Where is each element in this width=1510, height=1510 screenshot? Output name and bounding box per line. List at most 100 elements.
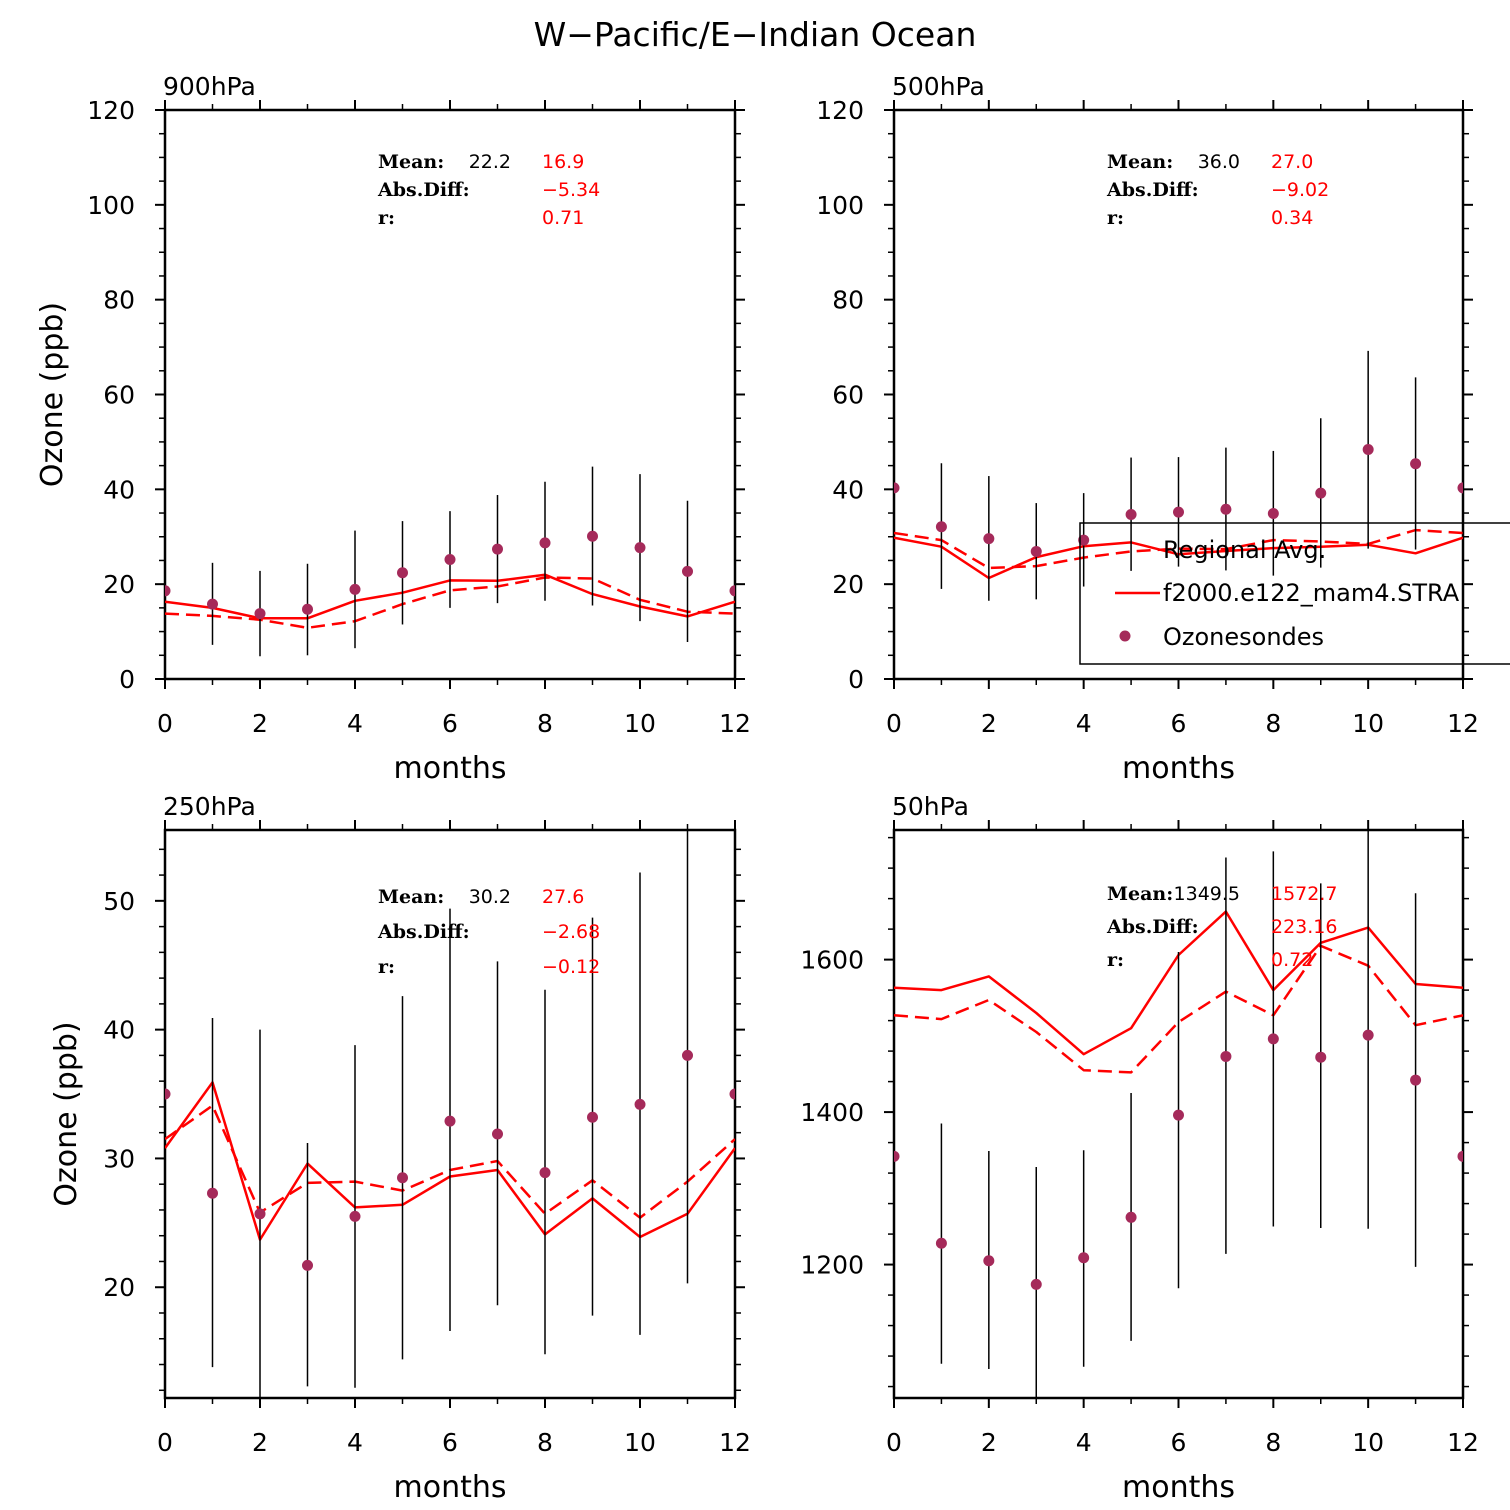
stats-absdiff-label: Abs.Diff: <box>1106 916 1199 938</box>
obs-point <box>935 1237 947 1249</box>
stats-absdiff-value: −9.02 <box>1271 179 1329 201</box>
obs-point <box>983 1255 995 1267</box>
stats-absdiff-label: Abs.Diff: <box>377 921 470 943</box>
obs-point <box>1410 458 1422 470</box>
stats-r-value: −0.12 <box>542 956 600 978</box>
stats-model-mean: 16.9 <box>542 151 584 173</box>
stats-mean-label: Mean: <box>1107 151 1173 173</box>
y-tick-label: 20 <box>832 570 864 599</box>
legend-obs-marker <box>1119 630 1131 642</box>
x-tick-label: 12 <box>1447 709 1479 738</box>
x-tick-label: 4 <box>1076 1428 1092 1457</box>
obs-point <box>207 1187 218 1199</box>
obs-point <box>1173 1109 1184 1121</box>
x-tick-label: 6 <box>1171 1428 1187 1457</box>
obs-point <box>492 543 503 555</box>
stats-absdiff-value: 223.16 <box>1271 916 1337 938</box>
obs-point <box>1220 503 1232 515</box>
y-tick-label: 0 <box>119 665 135 694</box>
obs-point <box>935 521 947 533</box>
stats-r-label: r: <box>378 956 395 978</box>
x-tick-label: 0 <box>886 1428 902 1457</box>
obs-point <box>682 565 693 577</box>
x-tick-label: 2 <box>252 1428 268 1457</box>
y-tick-label: 100 <box>87 191 135 220</box>
x-tick-label: 8 <box>537 709 553 738</box>
panel-title: 900hPa <box>163 72 256 101</box>
stats-obs-mean: 36.0 <box>1198 151 1240 173</box>
obs-point <box>729 585 735 597</box>
obs-point <box>634 1098 646 1110</box>
stats-block: Mean: 22.2 16.9 Abs.Diff: −5.34 r: 0.71 <box>377 151 600 229</box>
obs-point <box>254 608 266 620</box>
panel-title: 500hPa <box>892 72 985 101</box>
obs-point <box>894 1150 900 1162</box>
y-tick-label: 40 <box>103 475 135 504</box>
panel-title: 50hPa <box>892 792 969 821</box>
y-tick-label: 20 <box>103 1273 135 1302</box>
y-tick-label: 120 <box>87 96 135 125</box>
stats-model-mean: 1572.7 <box>1271 883 1337 905</box>
obs-point <box>894 482 900 494</box>
y-tick-label: 50 <box>103 887 135 916</box>
obs-point <box>1315 1051 1327 1063</box>
obs-point <box>1457 482 1463 494</box>
y-tick-label: 80 <box>103 286 135 315</box>
x-tick-label: 12 <box>719 1428 751 1457</box>
obs-point <box>587 1111 598 1123</box>
stats-r-label: r: <box>378 207 395 229</box>
x-tick-label: 4 <box>347 709 363 738</box>
figure-title: W−Pacific/E−Indian Ocean <box>534 15 977 54</box>
obs-point <box>1173 506 1184 518</box>
data-layer <box>165 466 735 657</box>
obs-point <box>302 603 313 615</box>
stats-absdiff-label: Abs.Diff: <box>377 179 470 201</box>
x-tick-label: 8 <box>1265 709 1281 738</box>
obs-point <box>1410 1074 1422 1086</box>
stats-mean-label: Mean: <box>378 151 444 173</box>
y-tick-label: 100 <box>816 191 864 220</box>
legend-title: Regional Avg. <box>1163 536 1326 564</box>
obs-point <box>254 1208 266 1220</box>
obs-point <box>1362 444 1374 456</box>
obs-point <box>302 1259 313 1271</box>
x-axis-label: months <box>394 751 507 786</box>
x-tick-label: 2 <box>981 1428 997 1457</box>
x-tick-label: 10 <box>1352 1428 1384 1457</box>
obs-point <box>1030 545 1042 557</box>
x-axis-label: months <box>394 1470 507 1505</box>
obs-point <box>1362 1029 1374 1041</box>
obs-point <box>444 554 456 566</box>
obs-point <box>165 585 171 597</box>
stats-r-value: 0.34 <box>1271 207 1313 229</box>
obs-point <box>634 542 646 554</box>
panel-250hPa: 250hPa 0 2 4 6 8 10 12 20 30 40 50 months Ozone (ppb)… <box>49 792 751 1505</box>
obs-point <box>983 533 995 545</box>
x-tick-label: 12 <box>719 709 751 738</box>
panel-50hPa: 50hPa 0 2 4 6 8 10 12 1200 1400 1600 months Mean: 134… <box>800 792 1479 1505</box>
obs-point <box>165 1088 171 1100</box>
stats-model-mean: 27.6 <box>542 886 584 908</box>
stats-r-value: 0.72 <box>1271 949 1313 971</box>
y-tick-label: 120 <box>816 96 864 125</box>
obs-point <box>492 1128 503 1140</box>
stats-obs-mean: 30.2 <box>469 886 511 908</box>
stats-r-value: 0.71 <box>542 207 584 229</box>
x-tick-label: 0 <box>157 709 173 738</box>
obs-point <box>729 1088 735 1100</box>
x-tick-label: 0 <box>157 1428 173 1457</box>
x-tick-label: 0 <box>886 709 902 738</box>
stats-block: Mean: 1349.5 1572.7 Abs.Diff: 223.16 r: 0.72 <box>1106 883 1337 971</box>
stats-r-label: r: <box>1107 207 1124 229</box>
stats-obs-mean: 22.2 <box>469 151 511 173</box>
obs-point <box>1220 1050 1232 1062</box>
obs-point <box>539 537 551 549</box>
x-axis-label: months <box>1122 1470 1235 1505</box>
data-layer <box>894 350 1463 601</box>
obs-point <box>444 1115 456 1127</box>
x-tick-label: 12 <box>1447 1428 1479 1457</box>
obs-point <box>1267 508 1279 520</box>
data-layer <box>894 830 1463 1398</box>
